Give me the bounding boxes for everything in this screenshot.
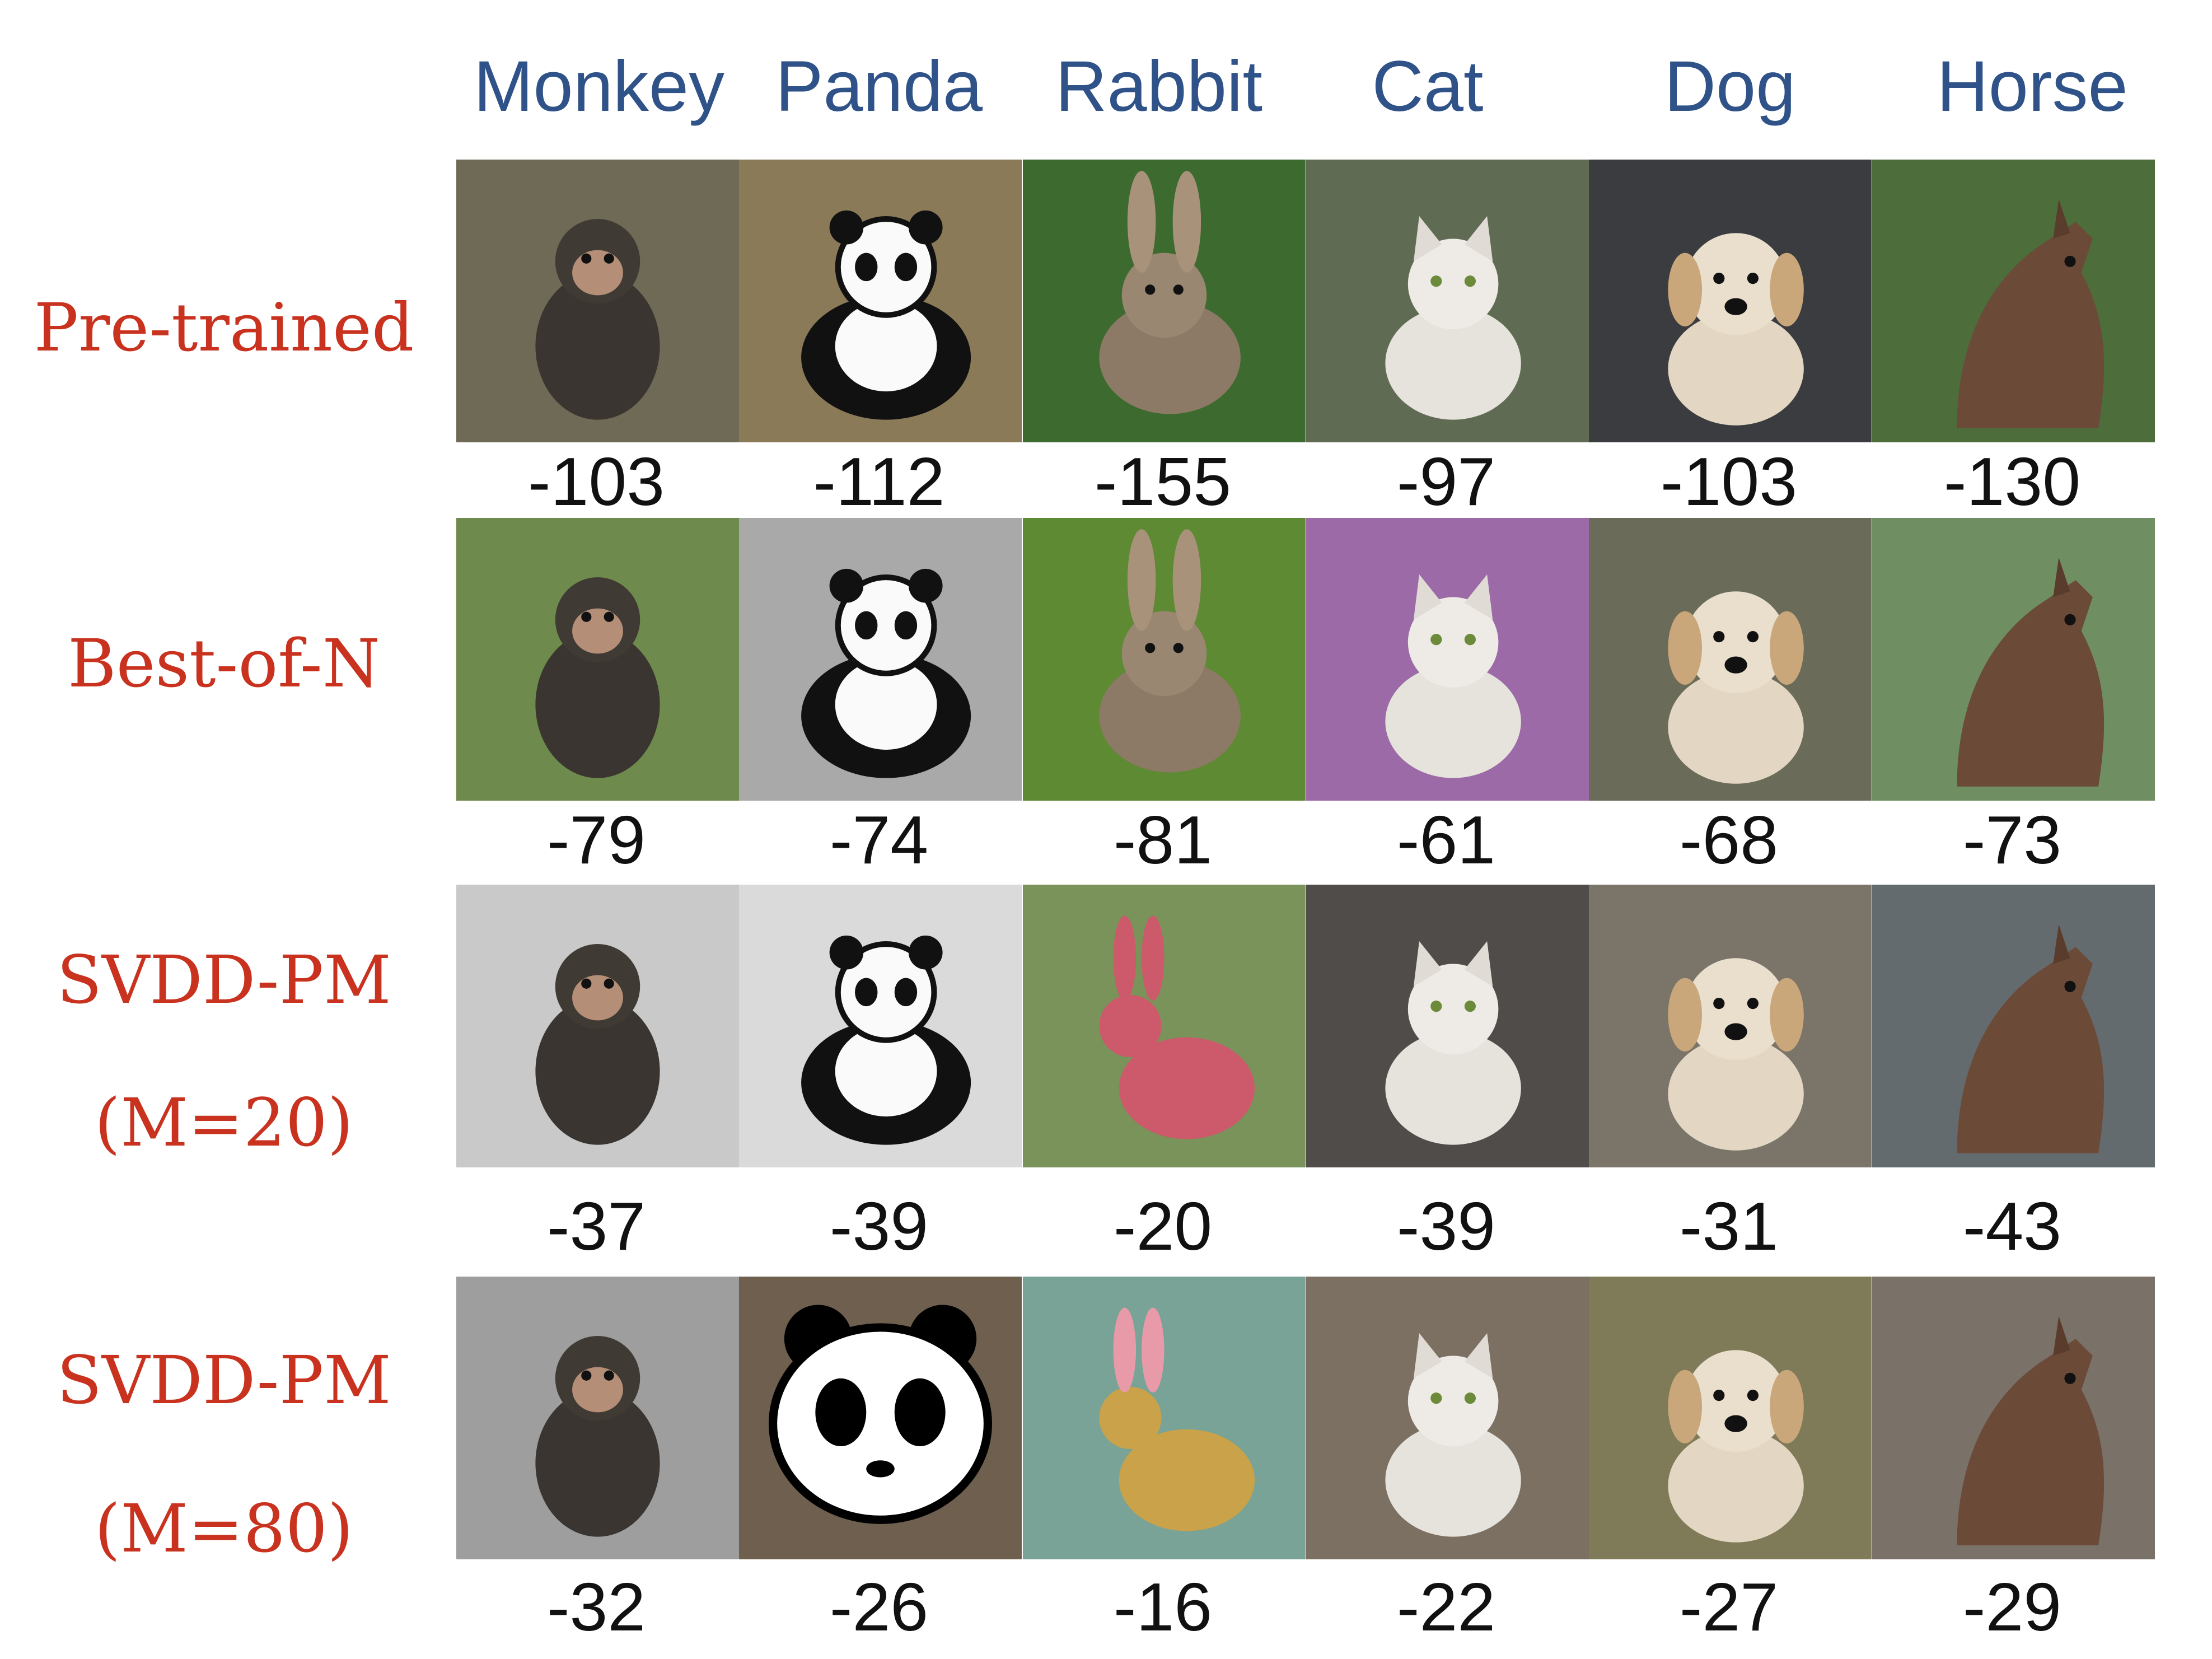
score-0-5: -130 — [1943, 443, 2081, 520]
cat-photo-image-2-3 — [1306, 885, 1589, 1167]
row-label-1: Best-of-N — [67, 625, 381, 702]
panda-face-image-3-1 — [739, 1277, 1022, 1559]
monkey-photo-icon — [456, 160, 739, 442]
dog-photo-icon — [1589, 885, 1872, 1167]
score-3-4: -27 — [1679, 1569, 1779, 1645]
cat-photo-icon — [1306, 885, 1589, 1167]
score-1-0: -79 — [546, 802, 646, 878]
monkey-photo-image-3-0 — [456, 1277, 739, 1559]
rabbit-photo-icon — [1023, 518, 1306, 801]
score-1-1: -74 — [829, 802, 929, 878]
panda-photo-icon — [739, 518, 1022, 801]
score-2-2: -20 — [1113, 1188, 1213, 1264]
column-header-rabbit: Rabbit — [1055, 46, 1262, 127]
horse-photo-image-1-5 — [1872, 518, 2155, 801]
rabbit-silhouette-image-2-2 — [1023, 885, 1306, 1167]
score-2-4: -31 — [1679, 1188, 1779, 1264]
dog-photo-icon — [1589, 518, 1872, 801]
rabbit-photo-image-0-2 — [1023, 160, 1306, 442]
score-1-2: -81 — [1113, 802, 1213, 878]
score-2-5: -43 — [1962, 1188, 2062, 1264]
dog-photo-icon — [1589, 1277, 1872, 1559]
column-header-monkey: Monkey — [473, 46, 725, 127]
score-0-3: -97 — [1396, 443, 1496, 520]
cat-photo-image-1-3 — [1306, 518, 1589, 801]
panda-photo-image-2-1 — [739, 885, 1022, 1167]
monkey-photo-image-1-0 — [456, 518, 739, 801]
column-header-panda: Panda — [775, 46, 983, 127]
rabbit-silhouette-image-3-2 — [1023, 1277, 1306, 1559]
row-label-3-line-1: (M=80) — [95, 1490, 353, 1567]
rabbit-photo-image-1-2 — [1023, 518, 1306, 801]
score-3-3: -22 — [1396, 1569, 1496, 1645]
cat-photo-image-3-3 — [1306, 1277, 1589, 1559]
score-2-0: -37 — [546, 1188, 646, 1264]
horse-photo-image-0-5 — [1872, 160, 2155, 442]
cat-photo-icon — [1306, 160, 1589, 442]
monkey-photo-image-2-0 — [456, 885, 739, 1167]
dog-photo-image-0-4 — [1589, 160, 1872, 442]
score-3-2: -16 — [1113, 1569, 1213, 1645]
score-0-0: -103 — [527, 443, 665, 520]
panda-photo-image-1-1 — [739, 518, 1022, 801]
dog-photo-image-3-4 — [1589, 1277, 1872, 1559]
cat-photo-icon — [1306, 518, 1589, 801]
panda-photo-icon — [739, 885, 1022, 1167]
score-0-2: -155 — [1094, 443, 1232, 520]
column-header-cat: Cat — [1372, 46, 1484, 127]
horse-photo-icon — [1872, 518, 2155, 801]
score-1-4: -68 — [1679, 802, 1779, 878]
horse-photo-icon — [1872, 160, 2155, 442]
row-label-2-line-1: (M=20) — [95, 1084, 353, 1161]
score-0-4: -103 — [1660, 443, 1798, 520]
column-header-horse: Horse — [1937, 46, 2128, 127]
column-header-dog: Dog — [1664, 46, 1796, 127]
row-label-3-line-0: SVDD-PM — [57, 1342, 391, 1419]
panda-face-icon — [739, 1277, 1022, 1559]
row-label-2-line-0: SVDD-PM — [57, 941, 391, 1018]
monkey-photo-icon — [456, 518, 739, 801]
dog-photo-image-2-4 — [1589, 885, 1872, 1167]
score-1-5: -73 — [1962, 802, 2062, 878]
horse-photo-image-2-5 — [1872, 885, 2155, 1167]
score-0-1: -112 — [813, 443, 945, 520]
monkey-photo-icon — [456, 1277, 739, 1559]
score-2-3: -39 — [1396, 1188, 1496, 1264]
horse-photo-icon — [1872, 885, 2155, 1167]
dog-photo-icon — [1589, 160, 1872, 442]
score-3-5: -29 — [1962, 1569, 2062, 1645]
rabbit-silhouette-icon — [1023, 885, 1306, 1167]
score-1-3: -61 — [1396, 802, 1496, 878]
rabbit-photo-icon — [1023, 160, 1306, 442]
score-3-0: -32 — [546, 1569, 646, 1645]
score-3-1: -26 — [829, 1569, 929, 1645]
row-label-0: Pre-trained — [34, 289, 414, 366]
cat-photo-icon — [1306, 1277, 1589, 1559]
horse-photo-icon — [1872, 1277, 2155, 1559]
horse-photo-image-3-5 — [1872, 1277, 2155, 1559]
panda-photo-icon — [739, 160, 1022, 442]
score-2-1: -39 — [829, 1188, 929, 1264]
panda-photo-image-0-1 — [739, 160, 1022, 442]
dog-photo-image-1-4 — [1589, 518, 1872, 801]
rabbit-silhouette-icon — [1023, 1277, 1306, 1559]
monkey-photo-image-0-0 — [456, 160, 739, 442]
cat-photo-image-0-3 — [1306, 160, 1589, 442]
monkey-photo-icon — [456, 885, 739, 1167]
